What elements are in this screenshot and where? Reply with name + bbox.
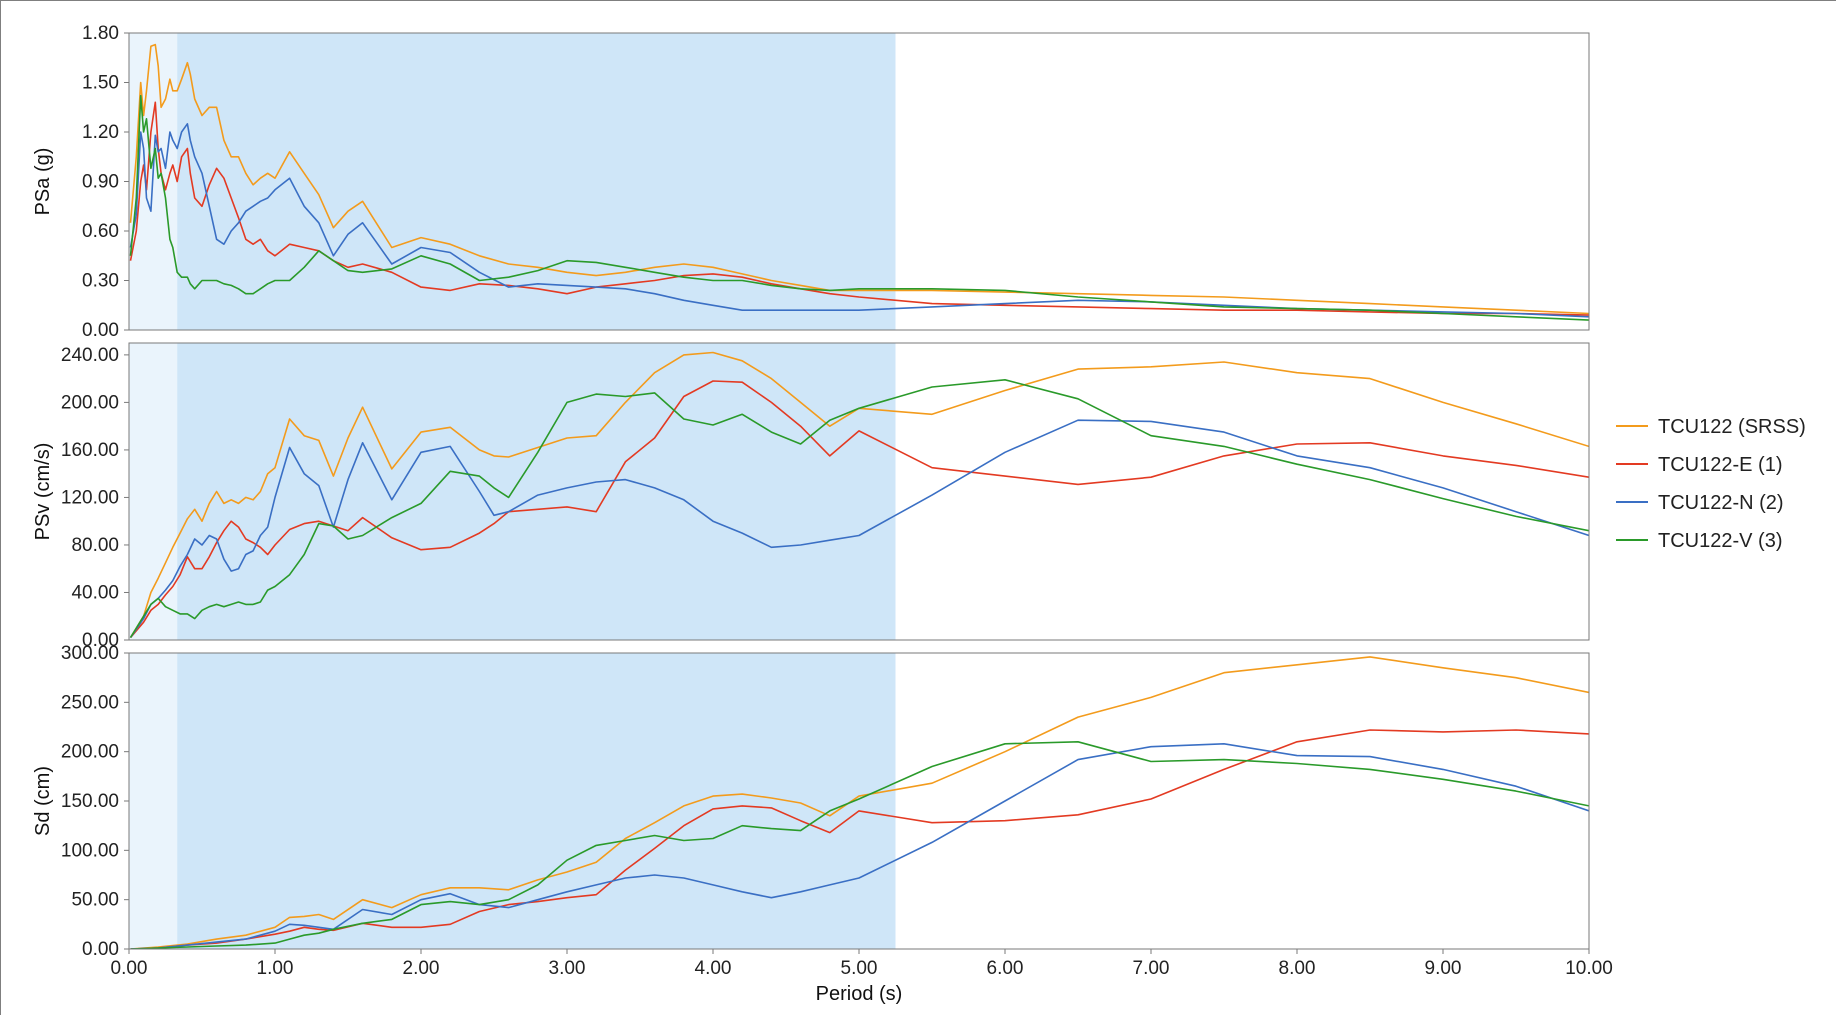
series-line-srss[interactable] [129,43,1590,315]
legend-item-e[interactable]: TCU122-E (1) [1616,454,1782,476]
panel-1: 0.00 0.30 0.60 0.90 1.20 1.50 1.80 PSa (g) [32,23,1590,341]
series-lines [130,656,1590,949]
series-line-e[interactable] [129,380,1590,639]
series-line-v[interactable] [129,94,1590,321]
y-axis-title: PSv (cm/s) [32,443,54,541]
panel-3: 0.00 50.00 100.00 150.00 200.00 250.00 300.00 S… [32,643,1590,960]
y-tick-label: 250.00 [61,692,119,713]
series-line-srss[interactable] [129,351,1590,639]
y-tick-label: 0.30 [82,271,119,292]
series-line-v[interactable] [129,378,1590,639]
x-tick-label: 3.00 [549,958,586,979]
y-tick-label: 1.80 [82,23,119,44]
y-tick-label: 100.00 [61,840,119,861]
y-tick-label: 0.00 [82,630,119,651]
x-tick-label: 7.00 [1133,958,1170,979]
chart-legend: TCU122 (SRSS) TCU122-E (1) TCU122-N (2) TCU… [1616,416,1806,552]
x-tick-label: 4.00 [695,958,732,979]
legend-label: TCU122 (SRSS) [1658,416,1806,438]
x-tick-label: 1.00 [257,958,294,979]
y-tick-label: 160.00 [61,440,119,461]
panel-2: 0.00 40.00 80.00 120.00 160.00 200.00 240.00 PS… [32,342,1590,651]
y-tick-label: 50.00 [71,890,119,911]
y-tick-label: 1.20 [82,122,119,143]
y-tick-label: 300.00 [61,643,119,664]
y-tick-label: 200.00 [61,392,119,413]
y-tick-label: 0.00 [82,939,119,960]
y-tick-label: 200.00 [61,742,119,763]
y-axis-title: Sd (cm) [32,766,54,836]
x-tick-label: 10.00 [1565,958,1613,979]
shaded-band-1 [129,343,178,640]
x-tick-label: 0.00 [111,958,148,979]
legend-item-v[interactable]: TCU122-V (3) [1616,530,1782,552]
legend-item-srss[interactable]: TCU122 (SRSS) [1616,416,1806,438]
y-axis-title: PSa (g) [32,148,54,216]
legend-label: TCU122-V (3) [1658,530,1782,552]
legend-item-n[interactable]: TCU122-N (2) [1616,492,1784,514]
x-axis: 0.00 1.00 2.00 3.00 4.00 5.00 6.00 7.00 8.00 9.00… [111,949,1613,1005]
chart-panels: 0.00 0.30 0.60 0.90 1.20 1.50 1.80 PSa (g) 0.00 4… [32,23,1590,960]
y-tick-label: 120.00 [61,487,119,508]
series-line-v[interactable] [130,740,1590,949]
y-tick-label: 80.00 [71,535,119,556]
y-tick-label: 0.00 [82,320,119,341]
y-tick-label: 240.00 [61,345,119,366]
x-tick-label: 9.00 [1425,958,1462,979]
y-tick-label: 1.50 [82,73,119,94]
series-line-e[interactable] [130,729,1590,949]
x-tick-label: 6.00 [987,958,1024,979]
plot-area-border [128,342,1590,641]
x-tick-label: 5.00 [841,958,878,979]
series-lines [129,351,1590,639]
legend-label: TCU122-N (2) [1658,492,1784,514]
x-axis-title: Period (s) [816,983,903,1005]
series-line-n[interactable] [129,419,1590,639]
shaded-band-2 [177,343,896,640]
series-line-n[interactable] [130,742,1590,949]
y-tick-label: 0.60 [82,221,119,242]
x-tick-label: 2.00 [403,958,440,979]
y-tick-label: 0.90 [82,172,119,193]
y-tick-label: 40.00 [71,582,119,603]
shaded-band-1 [129,653,178,949]
y-tick-label: 150.00 [61,791,119,812]
legend-label: TCU122-E (1) [1658,454,1782,476]
x-tick-label: 8.00 [1279,958,1316,979]
series-lines [129,43,1590,321]
series-line-n[interactable] [129,123,1590,318]
series-line-srss[interactable] [130,656,1590,949]
